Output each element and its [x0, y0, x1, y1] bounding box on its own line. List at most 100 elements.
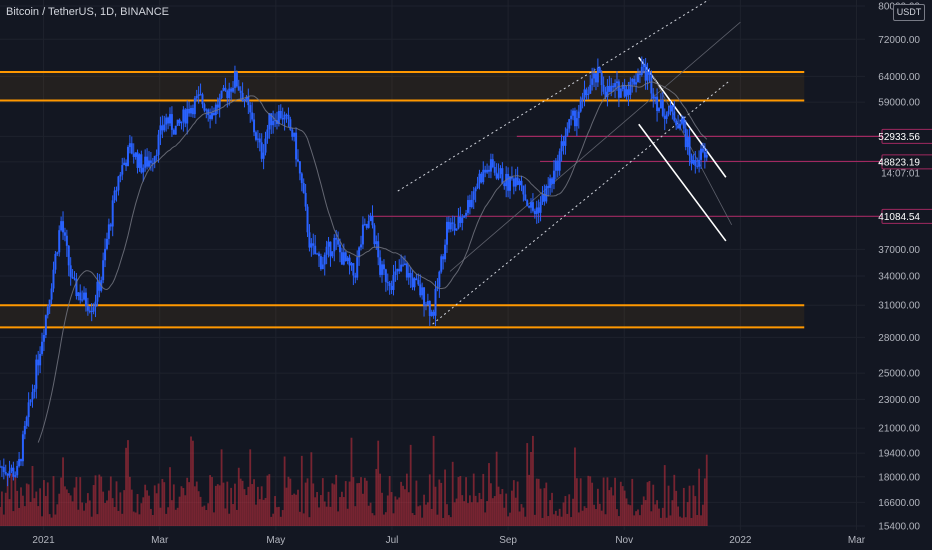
- volume-bar: [505, 493, 508, 526]
- candle-body: [499, 168, 502, 175]
- volume-bar: [33, 498, 36, 526]
- volume-bar: [113, 507, 116, 526]
- candle-body: [254, 132, 257, 140]
- price-tick-label: 64000.00: [878, 72, 920, 83]
- candle-body: [256, 138, 259, 140]
- volume-bar: [64, 486, 66, 526]
- candle-body: [121, 165, 124, 175]
- volume-bar: [146, 490, 148, 526]
- volume-bar: [285, 487, 288, 526]
- volume-bar: [671, 500, 674, 526]
- candle-body: [428, 300, 431, 317]
- candle-body: [606, 85, 609, 98]
- volume-bar: [358, 483, 361, 526]
- candle-body: [459, 216, 462, 223]
- volume-bar: [43, 480, 45, 526]
- currency-button[interactable]: USDT: [893, 4, 925, 21]
- candle-body: [212, 112, 215, 116]
- candle-body: [293, 132, 296, 137]
- price-tag-label: 41084.54: [878, 212, 920, 223]
- volume-bar: [598, 503, 601, 526]
- volume-bar: [562, 502, 565, 526]
- candle-body: [165, 117, 168, 125]
- volume-bar: [705, 454, 708, 526]
- volume-bar: [660, 517, 662, 526]
- volume-bar: [446, 504, 448, 526]
- candle-body: [516, 177, 519, 185]
- candle-body: [390, 285, 393, 290]
- candle-body: [300, 173, 303, 184]
- candle-body: [476, 183, 479, 189]
- candle-body: [14, 475, 17, 477]
- volume-bar: [673, 474, 676, 526]
- volume-bar: [402, 485, 404, 526]
- volume-bar: [274, 496, 276, 526]
- volume-bar: [169, 467, 171, 526]
- volume-bar: [132, 511, 135, 526]
- volume-bar: [81, 502, 84, 526]
- candle-body: [274, 120, 277, 122]
- candle-body: [16, 465, 19, 476]
- volume-bar: [667, 485, 670, 526]
- volume-bar: [287, 476, 290, 526]
- time-axis[interactable]: 2021 Mar May Jul Sep Nov 2022 Mar: [32, 535, 865, 546]
- volume-bar: [451, 461, 454, 526]
- candle-body: [232, 87, 235, 92]
- volume-bar: [627, 504, 630, 526]
- candle-body: [155, 154, 158, 156]
- candle-body: [594, 73, 597, 83]
- candle-body: [298, 161, 301, 174]
- candle-body: [107, 224, 110, 239]
- volume-bar: [130, 489, 133, 526]
- candle-body: [277, 110, 280, 124]
- candle-body: [486, 169, 489, 173]
- volume-bar: [20, 487, 22, 526]
- candle-body: [696, 165, 699, 167]
- candle-body: [596, 67, 599, 83]
- volume-bar: [155, 493, 158, 526]
- volume-bar: [474, 495, 477, 526]
- candle-body: [352, 263, 355, 276]
- candle-body: [90, 310, 93, 312]
- volume-bar: [675, 490, 678, 526]
- volume-bar: [593, 504, 595, 526]
- candle-body: [304, 192, 307, 207]
- volume-bar: [512, 480, 515, 526]
- candle-body: [2, 467, 5, 473]
- candle-body: [157, 134, 160, 155]
- volume-bar: [457, 477, 460, 526]
- candle-body: [69, 265, 72, 277]
- candle-body: [119, 174, 122, 177]
- volume-bar: [688, 485, 691, 526]
- candle-body: [461, 217, 464, 223]
- candle-body: [445, 221, 448, 245]
- volume-bar: [690, 517, 693, 526]
- candle-body: [218, 98, 221, 108]
- candle-body: [92, 307, 95, 312]
- volume-bar: [151, 514, 154, 526]
- volume-bar: [249, 449, 252, 526]
- candle-body: [287, 114, 290, 120]
- volume-bar: [661, 507, 664, 526]
- volume-bar: [539, 488, 542, 526]
- volume-bar: [4, 492, 7, 526]
- volume-bar: [302, 513, 305, 526]
- candle-body: [640, 66, 643, 76]
- candle-body: [71, 276, 74, 279]
- candle-body: [176, 119, 179, 126]
- volume-bar: [514, 497, 517, 526]
- candle-body: [327, 241, 330, 247]
- channel-midline: [449, 21, 741, 272]
- volume-bar: [679, 516, 681, 526]
- candle-body: [258, 138, 261, 143]
- volume-bar: [102, 491, 105, 526]
- time-tick-label: Mar: [151, 535, 169, 546]
- price-tag-box: [881, 154, 932, 170]
- volume-bar: [482, 473, 485, 526]
- candle-body: [403, 263, 406, 265]
- candle-body: [358, 247, 361, 258]
- candle-body: [375, 241, 378, 245]
- volume-bar: [218, 485, 221, 526]
